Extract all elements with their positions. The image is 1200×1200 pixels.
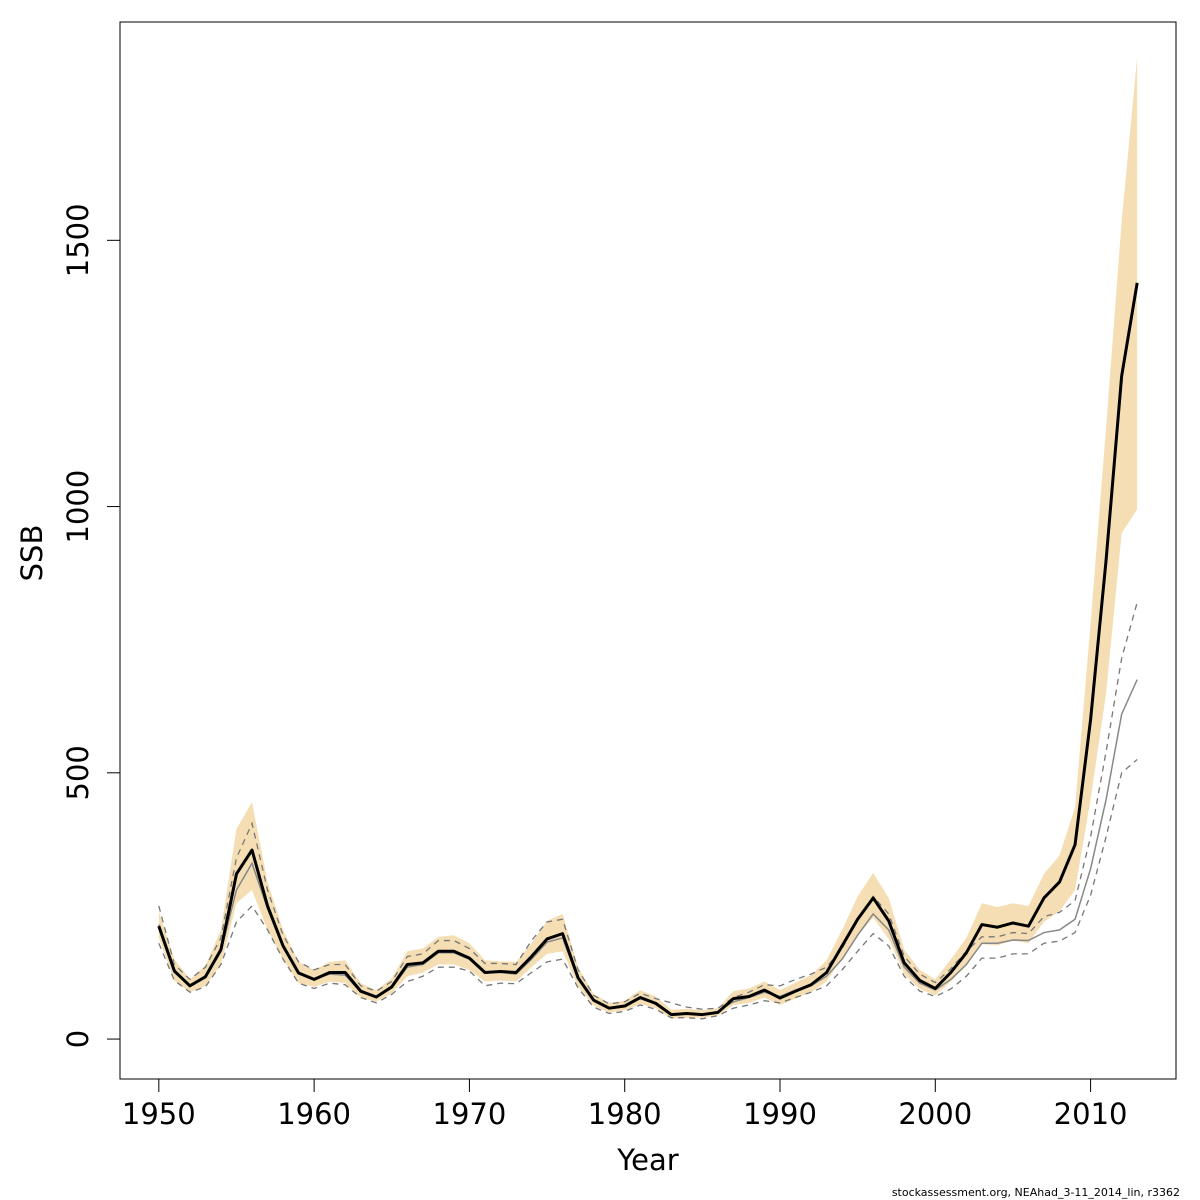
x-tick-label: 2010 — [1054, 1097, 1128, 1131]
y-tick-label: 0 — [61, 1030, 95, 1048]
y-tick-label: 500 — [61, 745, 95, 800]
x-tick-label: 2000 — [898, 1097, 972, 1131]
x-tick-label: 1960 — [277, 1097, 351, 1131]
x-axis: 1950 1960 1970 1980 1990 2000 2010 — [122, 1078, 1128, 1131]
x-tick-label: 1970 — [433, 1097, 507, 1131]
x-axis-label: Year — [616, 1143, 678, 1177]
y-axis: 0 500 1000 1500 — [61, 203, 121, 1048]
y-tick-label: 1500 — [61, 203, 95, 277]
x-tick-label: 1980 — [588, 1097, 662, 1131]
series-layer — [157, 282, 1139, 1020]
y-axis-label: SSB — [15, 525, 49, 582]
footer-note: stockassessment.org, NEAhad_3-11_2014_li… — [892, 1186, 1180, 1199]
comparison-run-upper-line — [158, 602, 1138, 1010]
x-tick-label: 1950 — [122, 1097, 196, 1131]
x-tick-label: 1990 — [743, 1097, 817, 1131]
comparison-run-lower-line — [158, 759, 1138, 1020]
y-tick-label: 1000 — [61, 470, 95, 544]
ssb-estimate-line — [157, 282, 1139, 1017]
